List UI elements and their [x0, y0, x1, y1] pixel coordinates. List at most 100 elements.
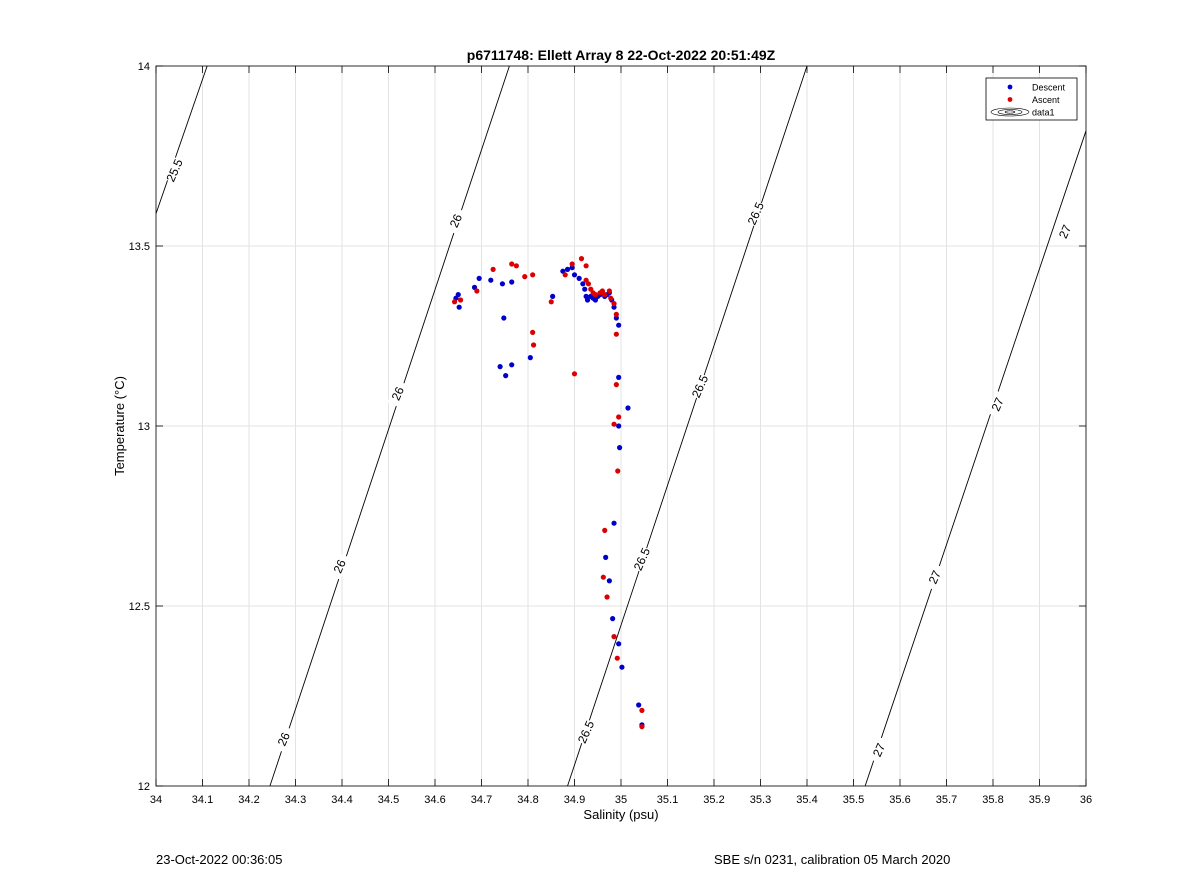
- legend: Descent Ascent data1: [985, 77, 1078, 121]
- contour-label: 26: [275, 730, 293, 748]
- contour-label: 25.5: [163, 157, 185, 184]
- x-tick-label: 34.9: [564, 794, 585, 806]
- descent-point: [636, 702, 642, 708]
- y-tick-label: 12: [138, 781, 150, 793]
- ascent-point: [548, 299, 554, 305]
- contour-label-bg: [1054, 218, 1076, 246]
- density-contour-line: [155, 65, 208, 214]
- contour-label: 27: [926, 568, 944, 586]
- descent-point: [576, 275, 582, 281]
- descent-point: [611, 304, 617, 310]
- ascent-point: [569, 261, 575, 267]
- y-tick-label: 13: [138, 421, 150, 433]
- contour-label-bg: [868, 736, 890, 764]
- descent-point: [584, 297, 591, 303]
- y-tick-label: 14: [138, 61, 150, 73]
- descent-point: [476, 275, 482, 281]
- descent-point: [501, 315, 507, 321]
- x-tick-label: 34.8: [517, 794, 538, 806]
- x-tick-label: 34.7: [471, 794, 492, 806]
- data-points: [451, 256, 645, 730]
- descent-point: [488, 277, 494, 283]
- x-tick-label: 35.1: [657, 794, 678, 806]
- ascent-point: [611, 301, 617, 307]
- contour-label-bg: [987, 390, 1009, 418]
- ascent-point: [530, 329, 536, 335]
- descent-point: [497, 364, 503, 370]
- ascent-point: [457, 297, 464, 303]
- ascent-point: [639, 724, 645, 730]
- contour-label: 27: [1056, 222, 1074, 240]
- ascent-point: [522, 274, 528, 280]
- legend-marker: [1007, 97, 1013, 102]
- x-tick-label: 35.7: [936, 794, 957, 806]
- descent-point: [616, 322, 622, 328]
- contour-label-bg: [745, 200, 767, 228]
- ascent-point: [571, 371, 578, 377]
- ascent-point: [490, 266, 496, 272]
- descent-point: [455, 292, 461, 298]
- ascent-point: [613, 311, 619, 317]
- descent-point: [503, 373, 509, 379]
- x-tick-label: 36: [1080, 794, 1092, 806]
- ascent-point: [613, 382, 619, 388]
- contour-label-bg: [575, 718, 597, 746]
- ascent-point: [615, 468, 621, 474]
- x-tick-label: 34.6: [424, 794, 445, 806]
- descent-point: [527, 355, 533, 361]
- ascent-point: [451, 299, 458, 305]
- x-axis-label: Salinity (psu): [583, 807, 658, 822]
- contour-icon: [990, 107, 1030, 117]
- contour-label-bg: [164, 156, 185, 184]
- ascent-point: [602, 527, 608, 534]
- descent-point: [550, 293, 556, 299]
- x-tick-label: 35.3: [750, 794, 771, 806]
- descent-point: [509, 362, 515, 368]
- x-tick-label: 34.2: [238, 794, 259, 806]
- ascent-point: [608, 295, 614, 301]
- x-tick-label: 34.3: [285, 794, 306, 806]
- descent-point: [616, 374, 622, 380]
- descent-point: [617, 445, 623, 451]
- contour-label-bg: [924, 563, 946, 591]
- legend-label: data1: [1032, 108, 1055, 118]
- descent-point: [509, 279, 515, 285]
- ascent-point: [562, 272, 568, 278]
- contour-label-bg: [445, 207, 467, 235]
- descent-point: [499, 281, 506, 287]
- ascent-point: [614, 655, 620, 661]
- descent-point: [619, 664, 625, 670]
- ascent-point: [578, 256, 585, 262]
- descent-point: [616, 423, 622, 429]
- descent-point: [580, 281, 586, 287]
- x-tick-label: 34.1: [192, 794, 213, 806]
- contour-label-bg: [387, 380, 409, 408]
- ascent-point: [583, 263, 589, 269]
- contour-label: 26.5: [745, 200, 767, 227]
- descent-point: [611, 520, 617, 526]
- y-axis-label: Temperature (°C): [112, 376, 127, 476]
- density-contour-line: [864, 130, 1087, 787]
- x-tick-label: 34.5: [378, 794, 399, 806]
- contour-label: 26: [389, 384, 407, 402]
- legend-label: Ascent: [1032, 95, 1060, 105]
- descent-point: [564, 266, 571, 272]
- descent-point: [613, 315, 619, 321]
- ascent-point: [509, 261, 515, 267]
- x-tick-label: 34.4: [331, 794, 352, 806]
- ascent-point: [600, 574, 606, 580]
- contour-label: 26: [447, 212, 465, 230]
- ascent-point: [592, 292, 599, 298]
- contour-label: 26: [331, 557, 349, 575]
- contour-label: 26.5: [631, 545, 653, 572]
- ascent-point: [616, 414, 622, 420]
- contour-label-bg: [631, 545, 653, 573]
- footer-calibration: SBE s/n 0231, calibration 05 March 2020: [714, 852, 951, 867]
- descent-point: [616, 641, 622, 647]
- x-tick-label: 35.8: [982, 794, 1003, 806]
- y-tick-label: 12.5: [129, 601, 150, 613]
- descent-point: [603, 554, 609, 561]
- descent-point: [571, 272, 578, 278]
- ascent-point: [530, 342, 537, 348]
- chart-title: p6711748: Ellett Array 8 22-Oct-2022 20:…: [467, 47, 776, 63]
